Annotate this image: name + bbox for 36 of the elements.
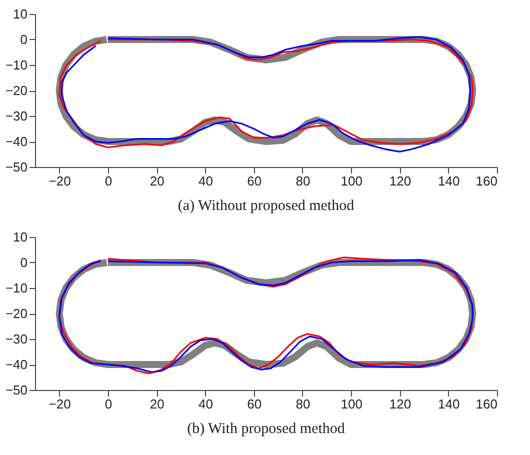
x-tick-label: 40 — [198, 396, 213, 412]
y-tick-label: −50 — [5, 382, 28, 398]
text: (b) With proposed method — [187, 421, 346, 437]
x-tick-label: 80 — [296, 174, 310, 188]
y-tick-label: 0 — [20, 32, 28, 47]
x-tick-label: 120 — [389, 396, 412, 412]
y-tick-label: −50 — [5, 160, 28, 174]
x-tick-label: 0 — [104, 396, 112, 412]
y-tick-label: −40 — [5, 134, 28, 149]
x-tick-label: 60 — [247, 396, 262, 412]
x-tick-label: 120 — [389, 174, 412, 188]
y-tick-label: −20 — [5, 306, 28, 321]
x-tick-label: 140 — [438, 174, 460, 188]
x-tick-label: 160 — [476, 396, 498, 412]
x-tick-label: 140 — [438, 396, 460, 412]
y-tick-label: 10 — [13, 6, 28, 22]
x-tick-label: −20 — [48, 396, 71, 412]
y-tick-label: −20 — [5, 83, 28, 98]
x-tick-label: 0 — [104, 174, 112, 188]
x-tick-label: 60 — [247, 174, 262, 188]
x-tick-label: −20 — [48, 174, 71, 188]
x-tick-label: 20 — [150, 174, 164, 188]
x-tick-label: 160 — [476, 174, 498, 188]
x-tick-label: 20 — [150, 396, 164, 412]
y-tick-label: −30 — [5, 108, 28, 124]
y-tick-label: −40 — [5, 357, 28, 372]
text: (a) Without proposed method — [178, 198, 355, 214]
x-tick-label: 80 — [296, 396, 310, 412]
y-tick-label: −10 — [5, 280, 28, 296]
x-tick-label: 40 — [198, 174, 213, 188]
y-tick-label: 10 — [13, 230, 28, 244]
y-tick-label: −10 — [5, 58, 28, 72]
x-tick-label: 100 — [340, 174, 362, 188]
y-tick-label: 0 — [20, 255, 28, 270]
y-tick-label: −30 — [5, 332, 28, 346]
x-tick-label: 100 — [340, 396, 362, 412]
